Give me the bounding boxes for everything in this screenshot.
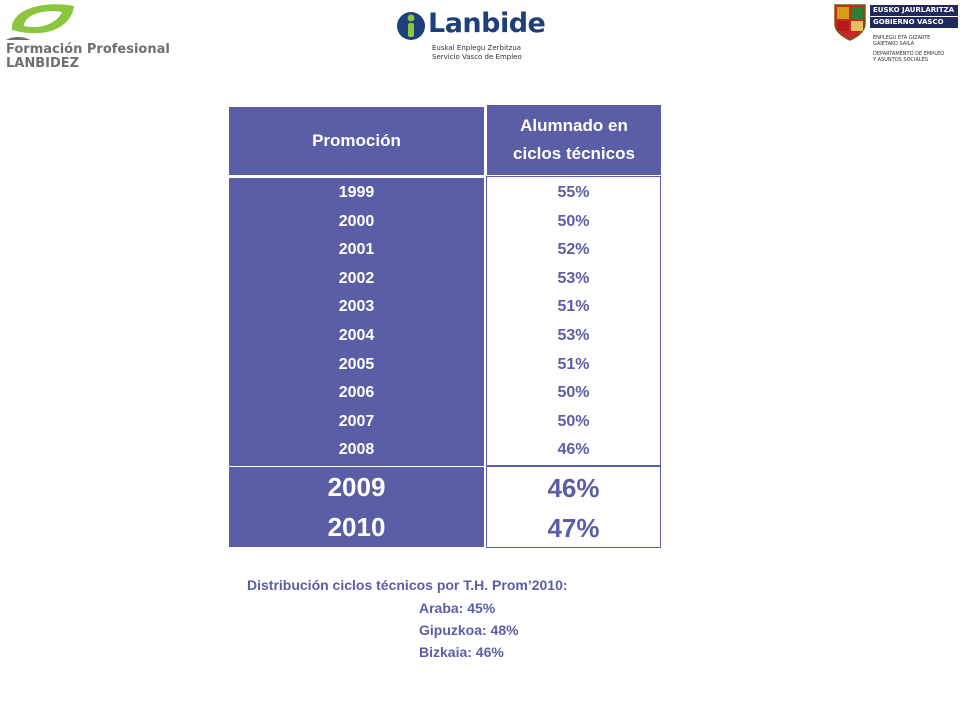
year-cell: 2002 [338,269,375,287]
lanbide-logo: Lanbide Euskal Enplegu Zerbitzua Servici… [396,6,546,66]
header-alumnado: Alumnado en ciclos técnicos [487,105,661,175]
year-cell: 2000 [338,212,375,230]
value-cell: 51% [557,355,590,373]
highlight-years-column: 2009 2010 [229,467,484,547]
formacion-profesional-logo: Formación Profesional LANBIDEZ [0,0,180,75]
distribution-gipuzkoa: Gipuzkoa: 48% [419,622,519,638]
distribution-bizkaia: Bizkaia: 46% [419,644,504,660]
value-cell: 50% [557,412,590,430]
gv-bar-gobierno: GOBIERNO VASCO [870,17,958,28]
gv-dept-line4: Y ASUNTOS SOCIALES [873,57,929,63]
years-column: 1999 2000 2001 2002 2003 2004 2005 2006 … [229,178,484,466]
year-cell: 2003 [338,298,375,316]
year-cell: 2001 [338,241,375,259]
lanbide-name: Lanbide [428,8,546,39]
year-cell: 2006 [338,384,375,402]
year-cell: 2005 [338,355,375,373]
lanbide-subtitle-eu: Euskal Enplegu Zerbitzua [432,44,522,52]
coat-of-arms-icon [834,4,866,41]
gv-dept-line3: DEPARTAMENTO DE EMPLEO [873,51,945,57]
value-cell-highlight: 46% [547,473,600,503]
year-cell: 1999 [338,184,375,201]
value-cell: 50% [557,384,590,402]
distribution-araba: Araba: 45% [419,600,496,616]
value-cell: 50% [557,212,590,230]
year-cell: 2008 [338,441,375,459]
leaf-logo-icon [6,4,74,40]
year-cell-highlight: 2010 [327,512,386,542]
value-cell: 53% [557,326,590,344]
header-promocion-label: Promoción [312,131,401,150]
value-cell: 53% [557,269,590,287]
logo-text-line1: Formación Profesional [6,42,170,57]
lanbide-subtitle-es: Servicio Vasco de Empleo [432,53,522,61]
gobierno-vasco-logo: EUSKO JAURLARITZA GOBIERNO VASCO ENPLEGU… [830,2,960,70]
value-cell-highlight: 47% [547,513,600,543]
gv-dept-line1: ENPLEGU ETA GIZARTE [873,35,931,41]
year-cell: 2004 [338,326,375,344]
value-cell: 51% [557,298,590,316]
header-alumnado-line2: ciclos técnicos [513,144,635,163]
distribution-title: Distribución ciclos técnicos por T.H. Pr… [247,577,568,593]
header-alumnado-line1: Alumnado en [520,116,628,135]
value-cell: 55% [557,184,590,201]
value-cell: 52% [557,241,590,259]
gv-dept-line2: GAIETAKO SAILA [873,41,915,47]
gv-bar-eusko: EUSKO JAURLARITZA [870,5,958,16]
year-cell: 2007 [338,412,375,430]
highlight-values-column: 46% 47% [486,466,661,548]
year-cell-highlight: 2009 [327,472,386,502]
logo-text-line2: LANBIDEZ [6,56,80,71]
lanbide-person-icon [397,12,425,40]
header-promocion: Promoción [229,107,484,175]
values-column: 55% 50% 52% 53% 51% 53% 51% 50% 50% 46% [486,176,661,466]
value-cell: 46% [557,441,590,459]
